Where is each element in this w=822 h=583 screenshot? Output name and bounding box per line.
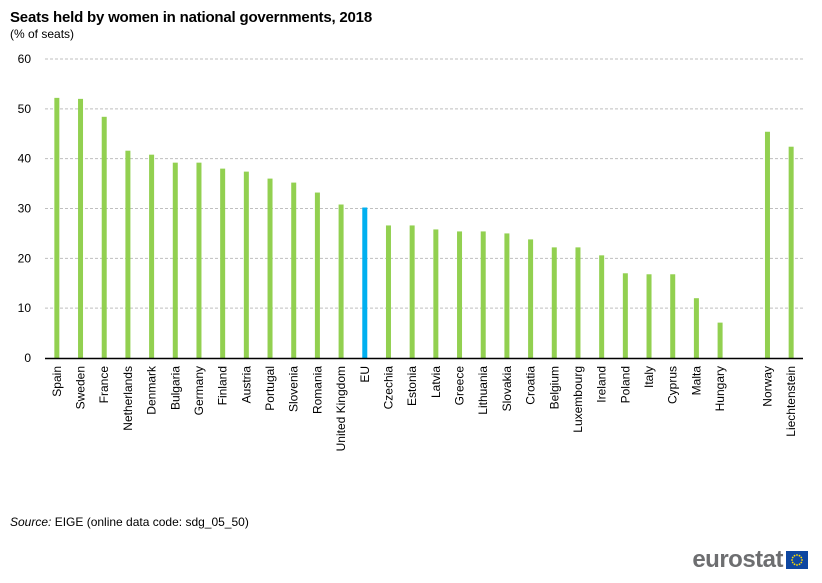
y-tick-label: 30 [18, 202, 32, 216]
chart-title: Seats held by women in national governme… [10, 9, 372, 26]
bar-netherlands [125, 150, 131, 358]
x-tick-label: Slovenia [287, 366, 301, 412]
y-tick-label: 40 [18, 152, 32, 166]
x-axis-labels: Spain Sweden France Netherlands Denmark Bulga… [50, 365, 798, 451]
bar-cyprus [670, 274, 676, 358]
x-tick-label: Italy [642, 366, 656, 388]
y-tick-label: 50 [18, 102, 32, 116]
x-tick-label: Austria [239, 366, 253, 404]
x-tick-label: Ireland [595, 366, 609, 403]
bar-spain [54, 97, 60, 359]
y-tick-label: 0 [24, 351, 31, 365]
x-tick-label: Romania [310, 366, 324, 414]
source-text: EIGE (online data code: sdg_05_50) [51, 515, 249, 529]
x-tick-label: France [97, 366, 111, 404]
bar-italy [646, 274, 652, 358]
eu-flag-icon [786, 551, 808, 569]
chart-subtitle: (% of seats) [10, 27, 75, 41]
bar-sweden [78, 98, 84, 358]
bar-romania [314, 192, 320, 358]
x-tick-label: Cyprus [666, 366, 680, 404]
x-tick-label: Bulgaria [168, 366, 182, 410]
source-label: Source: [10, 515, 52, 529]
bar-belgium [551, 247, 557, 358]
source-note: Source: EIGE (online data code: sdg_05_5… [10, 515, 249, 529]
bar-united-kingdom [338, 204, 344, 358]
y-tick-label: 60 [18, 52, 32, 66]
x-tick-label: Hungary [713, 366, 727, 411]
x-tick-label: Germany [192, 366, 206, 415]
y-axis-ticks: 0 10 20 30 40 50 60 [18, 52, 32, 365]
x-tick-label: Lithuania [476, 366, 490, 415]
bar-slovenia [291, 182, 297, 358]
bar-bulgaria [172, 162, 178, 358]
bar-poland [622, 273, 628, 358]
x-tick-label: Slovakia [500, 366, 514, 412]
bar-france [101, 116, 107, 358]
bar-lithuania [480, 231, 486, 358]
x-tick-label: Liechtenstein [784, 366, 798, 437]
bar-latvia [433, 229, 439, 358]
eurostat-logo: eurostat [692, 546, 808, 574]
bar-czechia [385, 225, 391, 358]
bar-malta [693, 298, 699, 358]
x-tick-label: Finland [216, 366, 230, 405]
bar-liechtenstein [788, 146, 794, 358]
bar-luxembourg [575, 247, 581, 358]
bar-austria [243, 171, 249, 358]
x-tick-label: Poland [618, 366, 632, 403]
bar-greece [457, 231, 463, 358]
bar-chart: 0 10 20 30 40 50 60 Spain Sweden France Netherlan… [18, 52, 803, 451]
x-tick-label: EU [358, 366, 372, 383]
x-tick-label: Malta [689, 366, 703, 396]
x-tick-label: Latvia [429, 366, 443, 398]
x-tick-label: Spain [50, 366, 64, 397]
x-tick-label: Czechia [381, 366, 395, 410]
x-tick-label: Sweden [74, 366, 88, 409]
bar-eu [362, 207, 368, 358]
bar-hungary [717, 322, 723, 358]
bar-finland [220, 168, 226, 358]
bar-slovakia [504, 233, 510, 358]
gridlines [45, 58, 803, 309]
bars [54, 97, 794, 359]
x-tick-label: Greece [453, 366, 467, 406]
logo-text: eurostat [692, 546, 783, 573]
x-tick-label: Croatia [524, 366, 538, 405]
x-tick-label: Portugal [263, 366, 277, 411]
y-tick-label: 20 [18, 251, 32, 265]
bar-denmark [149, 154, 155, 358]
x-tick-label: Belgium [547, 366, 561, 409]
x-tick-label: Denmark [145, 365, 159, 415]
bar-croatia [528, 239, 534, 358]
x-tick-label: Luxembourg [571, 366, 585, 433]
x-tick-label: Netherlands [121, 366, 135, 431]
bar-ireland [599, 255, 605, 358]
x-tick-label: United Kingdom [334, 366, 348, 451]
x-tick-label: Norway [760, 366, 774, 407]
bar-norway [764, 131, 770, 358]
y-tick-label: 10 [18, 301, 32, 315]
bar-portugal [267, 178, 273, 358]
bar-germany [196, 162, 202, 358]
x-tick-label: Estonia [405, 366, 419, 406]
bar-estonia [409, 225, 415, 358]
